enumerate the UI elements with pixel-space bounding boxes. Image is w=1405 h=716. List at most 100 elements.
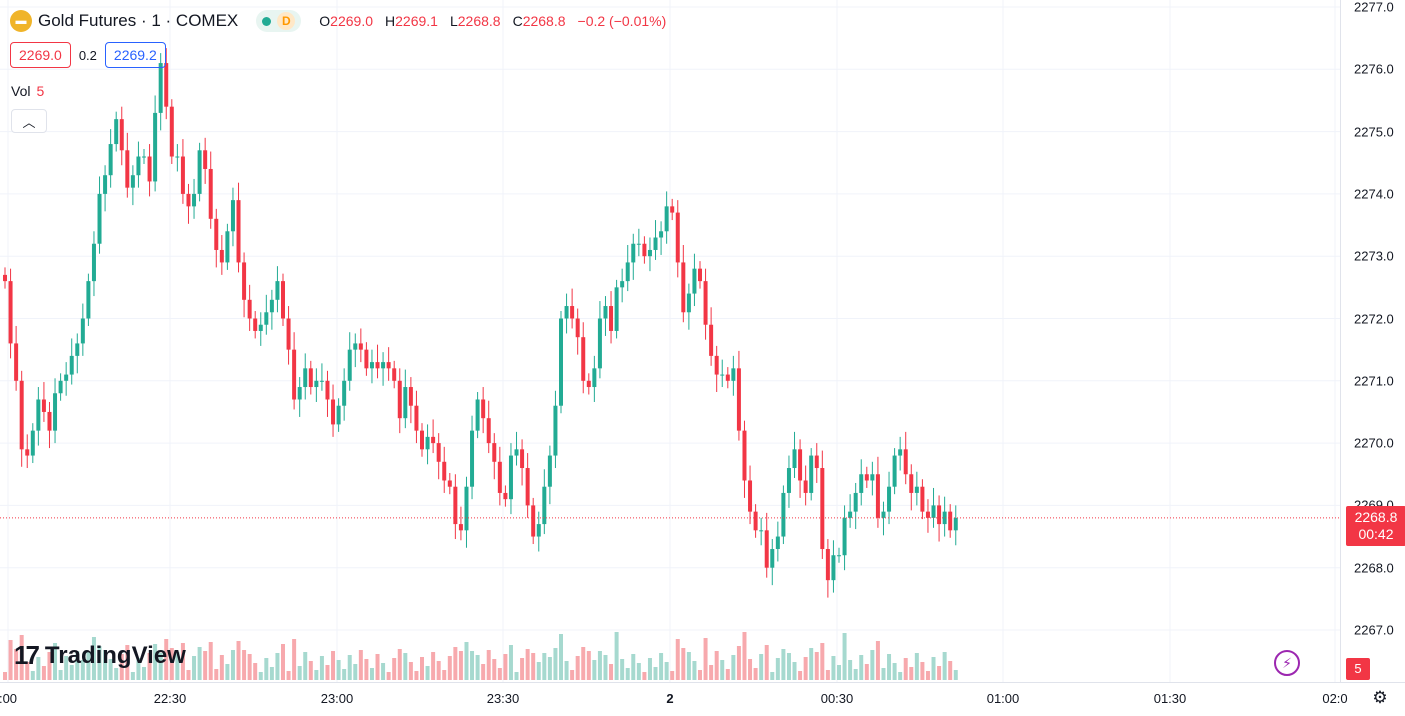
- candle[interactable]: [136, 141, 141, 188]
- candle[interactable]: [69, 338, 74, 385]
- candle[interactable]: [703, 268, 708, 340]
- candle[interactable]: [653, 220, 658, 260]
- candle[interactable]: [931, 487, 936, 528]
- candle[interactable]: [647, 237, 652, 272]
- candle[interactable]: [492, 433, 497, 480]
- candle[interactable]: [853, 482, 858, 530]
- candle[interactable]: [203, 137, 208, 184]
- candle[interactable]: [269, 289, 274, 330]
- candle[interactable]: [603, 296, 608, 336]
- candle[interactable]: [486, 400, 491, 454]
- candle[interactable]: [631, 233, 636, 280]
- candle[interactable]: [636, 228, 641, 257]
- candle[interactable]: [36, 387, 41, 446]
- candle[interactable]: [258, 312, 263, 346]
- candle[interactable]: [870, 461, 875, 496]
- candle[interactable]: [86, 273, 91, 326]
- candle[interactable]: [570, 288, 575, 329]
- candle[interactable]: [736, 350, 741, 441]
- lightning-icon[interactable]: ⚡: [1274, 650, 1300, 676]
- candle[interactable]: [609, 291, 614, 344]
- candle[interactable]: [386, 347, 391, 381]
- ask-button[interactable]: 2269.2: [104, 42, 166, 68]
- candle[interactable]: [375, 344, 380, 379]
- candle[interactable]: [597, 301, 602, 379]
- candle[interactable]: [369, 349, 374, 384]
- candle[interactable]: [470, 415, 475, 500]
- candle[interactable]: [825, 539, 830, 598]
- candle[interactable]: [308, 360, 313, 395]
- candle[interactable]: [281, 273, 285, 326]
- candle[interactable]: [564, 293, 569, 334]
- time-axis[interactable]: :00 22:30 23:00 23:30 2 00:30 01:00 01:30 02:0: [0, 682, 1405, 716]
- candle[interactable]: [425, 424, 430, 465]
- candle[interactable]: [675, 200, 680, 278]
- candle[interactable]: [759, 517, 764, 546]
- candle[interactable]: [214, 208, 219, 268]
- candle[interactable]: [80, 303, 85, 356]
- candle[interactable]: [242, 252, 247, 318]
- price-axis[interactable]: 2277.0 2276.0 2275.0 2274.0 2273.0 2272.0 2271…: [1340, 0, 1405, 682]
- candle[interactable]: [75, 333, 80, 374]
- candle[interactable]: [864, 466, 869, 488]
- candle[interactable]: [725, 367, 730, 389]
- volume-legend[interactable]: Vol 5: [11, 83, 44, 99]
- candle[interactable]: [559, 311, 563, 414]
- candle[interactable]: [3, 267, 7, 289]
- candle[interactable]: [514, 431, 519, 466]
- candle[interactable]: [442, 446, 447, 493]
- candle[interactable]: [792, 431, 797, 478]
- candle[interactable]: [408, 377, 413, 424]
- candle[interactable]: [169, 99, 174, 164]
- candle[interactable]: [91, 231, 96, 297]
- candle[interactable]: [814, 443, 819, 483]
- candle[interactable]: [158, 53, 163, 131]
- candle[interactable]: [392, 360, 397, 389]
- candle[interactable]: [881, 501, 886, 536]
- candle[interactable]: [364, 342, 369, 376]
- candle[interactable]: [664, 191, 669, 244]
- candle[interactable]: [753, 504, 758, 538]
- candle[interactable]: [19, 370, 24, 467]
- candle[interactable]: [336, 398, 341, 432]
- candle[interactable]: [798, 439, 803, 498]
- candle[interactable]: [197, 142, 202, 202]
- candle[interactable]: [837, 547, 841, 563]
- candle[interactable]: [303, 353, 308, 400]
- candle[interactable]: [775, 521, 780, 562]
- candle[interactable]: [503, 485, 508, 507]
- candle[interactable]: [903, 431, 908, 485]
- symbol-title[interactable]: Gold Futures · 1 · COMEX: [38, 11, 239, 30]
- candle[interactable]: [114, 111, 119, 152]
- candle[interactable]: [186, 183, 191, 224]
- candle[interactable]: [714, 345, 719, 393]
- candle[interactable]: [698, 261, 702, 289]
- candle[interactable]: [53, 378, 58, 444]
- candle[interactable]: [147, 144, 152, 197]
- candle[interactable]: [542, 469, 547, 535]
- candle[interactable]: [786, 455, 791, 508]
- candle[interactable]: [47, 401, 52, 449]
- candle[interactable]: [286, 306, 291, 365]
- candle[interactable]: [720, 359, 725, 388]
- candle[interactable]: [414, 390, 419, 444]
- candle[interactable]: [586, 373, 591, 395]
- candle[interactable]: [942, 496, 947, 537]
- candle[interactable]: [497, 446, 502, 506]
- collapse-legend-button[interactable]: ︿: [11, 109, 47, 133]
- candle[interactable]: [447, 473, 452, 495]
- candle[interactable]: [30, 423, 35, 464]
- candle[interactable]: [520, 439, 525, 486]
- candle[interactable]: [180, 139, 185, 204]
- candle[interactable]: [803, 465, 808, 506]
- candle[interactable]: [575, 308, 580, 355]
- market-status-badge[interactable]: D: [256, 10, 302, 32]
- candle[interactable]: [920, 479, 925, 520]
- candle[interactable]: [297, 377, 302, 417]
- candle[interactable]: [898, 436, 903, 471]
- candle[interactable]: [264, 294, 269, 335]
- candle[interactable]: [859, 459, 864, 506]
- candle[interactable]: [381, 352, 386, 386]
- candle[interactable]: [659, 221, 664, 255]
- candle[interactable]: [925, 499, 930, 533]
